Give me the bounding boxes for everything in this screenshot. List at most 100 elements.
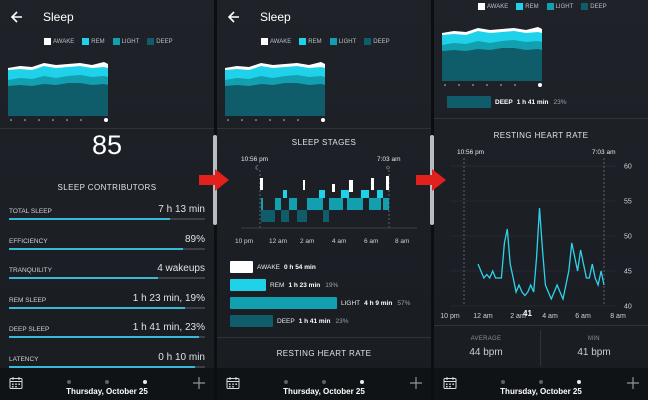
bedtime-label: 10:56 pm	[457, 149, 485, 156]
x-tick-label: 8 am	[610, 313, 626, 320]
legend-deep: DEEP	[147, 38, 173, 45]
stage-row-awake: AWAKE 0 h 54 min	[230, 260, 321, 274]
contributor-label: EFFICIENCY	[9, 237, 48, 245]
y-tick-label: 60	[624, 164, 632, 171]
contributor-label: TRANQUILITY	[9, 267, 52, 274]
average-stat: AVERAGE 44 bpm	[436, 336, 536, 358]
contributor-row[interactable]: TOTAL SLEEP 7 h 13 min	[9, 201, 205, 225]
contributor-level	[9, 247, 184, 250]
back-arrow-icon[interactable]	[227, 10, 241, 24]
contributor-row[interactable]: REM SLEEP 1 h 23 min, 19%	[9, 290, 205, 314]
stage-bar	[447, 96, 491, 108]
legend-light: LIGHT	[329, 38, 356, 45]
contributor-label: TOTAL SLEEP	[9, 208, 52, 215]
stage-row-deep: DEEP 1 h 41 min 23%	[230, 314, 349, 328]
stage-label: AWAKE	[257, 263, 280, 271]
divider	[217, 128, 431, 129]
contributor-level	[9, 218, 170, 220]
resting-heart-rate-panel: AWAKE REM LIGHT DEEP DEEP 1 h 41 min 23%…	[434, 0, 648, 400]
waketime-label: 7:03 am	[592, 149, 616, 156]
contributor-row[interactable]: DEEP SLEEP 1 h 41 min, 23%	[9, 319, 205, 343]
moon-icon: ☾	[255, 165, 261, 172]
average-value: 44 bpm	[469, 347, 503, 358]
contributor-label: REM SLEEP	[9, 296, 47, 304]
sleep-summary-panel: Sleep AWAKE REM LIGHT DEEP 85 SLEEP CONT…	[0, 0, 214, 400]
x-tick-label: 12 am	[473, 313, 493, 320]
stage-legend: AWAKE REM LIGHT DEEP	[261, 38, 390, 45]
header: Sleep	[217, 0, 431, 34]
add-icon[interactable]	[192, 376, 206, 390]
legend-deep: DEEP	[581, 3, 607, 10]
contributor-row[interactable]: LATENCY 0 h 10 min	[9, 349, 205, 373]
divider	[217, 337, 431, 338]
contributor-track	[9, 306, 205, 309]
stage-label: DEEP	[495, 98, 513, 106]
nav-date[interactable]: Thursday, October 25	[283, 387, 365, 396]
add-icon[interactable]	[626, 376, 640, 390]
page-dots	[0, 380, 214, 384]
bedtime-label: 10:56 pm	[241, 156, 269, 163]
right-arrow-icon	[199, 169, 229, 191]
legend-rem: REM	[299, 38, 322, 45]
divider	[434, 118, 648, 119]
nav-date[interactable]: Thursday, October 25	[500, 387, 582, 396]
stage-duration: 0 h 54 min	[284, 263, 316, 271]
trend-day-dots	[10, 118, 108, 122]
stage-duration: 1 h 23 min	[288, 281, 321, 289]
contributor-value: 1 h 41 min, 23%	[132, 322, 205, 333]
contributors-heading: SLEEP CONTRIBUTORS	[57, 183, 157, 192]
back-arrow-icon[interactable]	[10, 10, 24, 24]
x-tick-label: 4 am	[542, 313, 558, 320]
y-tick-label: 55	[624, 199, 632, 206]
stat-divider	[540, 330, 541, 366]
stage-row-rem: REM 1 h 23 min 19%	[230, 278, 338, 292]
contributor-row[interactable]: TRANQUILITY 4 wakeups	[9, 260, 205, 284]
header: Sleep	[0, 0, 214, 34]
time-tick-label: 6 am	[364, 238, 379, 245]
calendar-icon[interactable]	[226, 376, 240, 390]
waketime-label: 7:03 am	[377, 156, 401, 163]
sleep-score: 85	[91, 130, 123, 160]
stage-bar	[230, 315, 273, 327]
time-tick-label: 12 am	[269, 238, 288, 245]
contributor-row[interactable]: EFFICIENCY 89%	[9, 231, 205, 255]
time-tick-label: 8 am	[395, 238, 410, 245]
nav-date[interactable]: Thursday, October 25	[66, 387, 148, 396]
bottom-nav: Thursday, October 25	[0, 368, 214, 400]
contributor-track	[9, 247, 205, 250]
stage-label: REM	[270, 281, 285, 289]
contributor-level	[9, 365, 196, 368]
stage-bar	[230, 261, 253, 273]
resting-heading: RESTING HEART RATE	[493, 131, 589, 140]
stage-label: DEEP	[277, 317, 295, 325]
calendar-icon[interactable]	[9, 376, 23, 390]
add-icon[interactable]	[409, 376, 423, 390]
sleep-stages-panel: Sleep AWAKE REM LIGHT DEEP SLEEP STAGES …	[217, 0, 431, 400]
page-dots	[217, 380, 431, 384]
time-tick-label: 2 am	[300, 238, 315, 245]
stage-percent: 23%	[335, 317, 349, 325]
heart-rate-chart[interactable]: 60 55 50 45 40 41 10 pm 12 am 2 am 4 am 6 am 8 am	[434, 158, 648, 330]
hypnogram-chart[interactable]	[231, 170, 421, 232]
time-tick-label: 4 am	[332, 238, 347, 245]
sleep-trend-chart[interactable]	[8, 58, 110, 124]
sleep-trend-chart[interactable]	[225, 58, 327, 124]
stages-heading: SLEEP STAGES	[291, 138, 357, 147]
legend-rem: REM	[82, 38, 105, 45]
stage-bar	[230, 279, 266, 291]
bottom-nav: Thursday, October 25	[434, 368, 648, 400]
x-tick-label: 10 pm	[440, 313, 460, 320]
stage-duration: 1 h 41 min	[298, 317, 331, 325]
contributor-label: DEEP SLEEP	[9, 326, 50, 333]
contributor-track	[9, 336, 205, 338]
page-title: Sleep	[260, 10, 291, 24]
sleep-trend-chart[interactable]	[442, 23, 544, 89]
stage-percent: 23%	[553, 98, 567, 106]
stage-duration: 4 h 9 min	[364, 299, 393, 307]
stage-duration: 1 h 41 min	[516, 98, 549, 106]
stage-legend: AWAKE REM LIGHT DEEP	[44, 38, 173, 45]
calendar-icon[interactable]	[443, 376, 457, 390]
stage-row-deep: DEEP 1 h 41 min 23%	[447, 95, 567, 109]
x-tick-label: 6 am	[575, 313, 591, 320]
y-tick-label: 40	[624, 304, 632, 311]
